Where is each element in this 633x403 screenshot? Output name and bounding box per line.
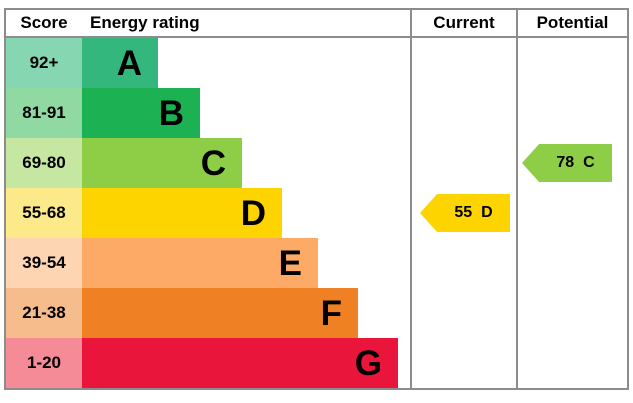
band-score-label: 21-38 xyxy=(22,303,66,322)
band-row-f: 21-38 F xyxy=(6,288,410,338)
score-column-header: Score xyxy=(20,13,68,32)
band-score-label: 39-54 xyxy=(22,253,66,272)
divider-potential-column xyxy=(516,8,518,390)
band-score-label: 69-80 xyxy=(22,153,66,172)
current-rating-letter: D xyxy=(481,204,493,221)
band-letter: F xyxy=(320,293,342,333)
band-letter: A xyxy=(116,43,142,83)
potential-column-header: Potential xyxy=(536,13,609,32)
band-letter: D xyxy=(240,193,266,233)
potential-rating-arrow: 78 C xyxy=(522,144,612,182)
band-row-b: 81-91 B xyxy=(6,88,410,138)
energy-rating-column-header: Energy rating xyxy=(90,13,200,32)
band-score-cell: 55-68 xyxy=(6,188,82,238)
divider-current-column xyxy=(410,8,412,390)
divider-header-bottom xyxy=(4,36,629,38)
potential-rating-letter: C xyxy=(583,154,595,171)
divider-top xyxy=(4,8,629,10)
current-score-value: 55 xyxy=(454,204,473,221)
band-score-cell: 39-54 xyxy=(6,238,82,288)
band-rows: 92+ A 81-91 B 69-80 C 55-68 xyxy=(6,38,410,388)
band-score-cell: 21-38 xyxy=(6,288,82,338)
band-score-label: 55-68 xyxy=(22,203,66,222)
band-score-cell: 81-91 xyxy=(6,88,82,138)
band-bar: F xyxy=(82,288,358,338)
band-row-e: 39-54 E xyxy=(6,238,410,288)
divider-right xyxy=(627,8,629,390)
band-row-d: 55-68 D xyxy=(6,188,410,238)
band-bar: A xyxy=(82,38,158,88)
band-letter: B xyxy=(158,93,184,133)
band-score-label: 81-91 xyxy=(22,103,66,122)
band-row-c: 69-80 C xyxy=(6,138,410,188)
band-bar: C xyxy=(82,138,242,188)
current-rating-arrow: 55 D xyxy=(420,194,510,232)
band-letter: G xyxy=(354,343,382,383)
band-letter: C xyxy=(200,143,226,183)
divider-bottom xyxy=(4,388,629,390)
band-score-cell: 69-80 xyxy=(6,138,82,188)
band-bar: G xyxy=(82,338,398,388)
current-column-header: Current xyxy=(433,13,495,32)
band-score-label: 92+ xyxy=(29,53,59,72)
band-bar: E xyxy=(82,238,318,288)
band-bar: B xyxy=(82,88,200,138)
potential-score-value: 78 xyxy=(556,154,575,171)
band-row-g: 1-20 G xyxy=(6,338,410,388)
band-letter: E xyxy=(278,243,302,283)
divider-left xyxy=(4,8,6,390)
band-score-label: 1-20 xyxy=(26,353,62,372)
band-row-a: 92+ A xyxy=(6,38,410,88)
band-score-cell: 92+ xyxy=(6,38,82,88)
band-bar: D xyxy=(82,188,282,238)
band-score-cell: 1-20 xyxy=(6,338,82,388)
